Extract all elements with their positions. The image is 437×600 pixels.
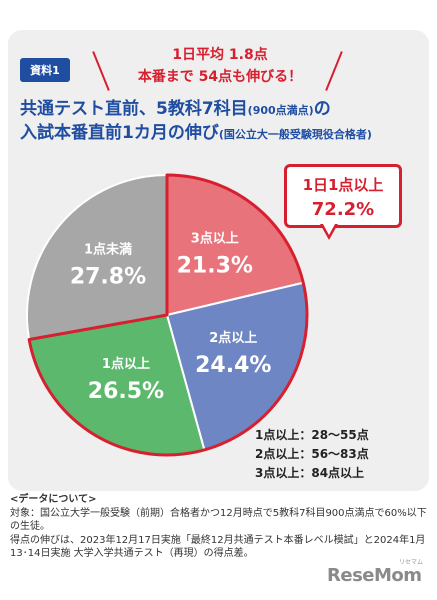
- notes-line: 対象：国公立大学一般受験（前期）合格者かつ12月時点で5教科7科目900点満点で…: [10, 507, 427, 533]
- legend-item: 3点以上：84点以上: [255, 466, 365, 480]
- title-line-1-end: の: [313, 99, 331, 119]
- pie-slice: [26, 173, 168, 341]
- score-ranges-legend: 1点以上：28〜55点 2点以上：56〜83点 3点以上：84点以上: [255, 426, 425, 483]
- slice-category-label: 1点以上: [102, 356, 150, 372]
- total-badge-value: 72.2%: [311, 199, 375, 220]
- total-badge: 1日1点以上 72.2%: [284, 164, 402, 228]
- notes-heading: <データについて>: [10, 494, 97, 505]
- slice-value-label: 21.3%: [177, 254, 253, 279]
- resemom-logo: ReseMom リセマム: [327, 559, 427, 593]
- logo-text: ReseMom: [327, 565, 422, 586]
- slice-value-label: 26.5%: [88, 379, 164, 404]
- legend-item: 1点以上：28〜55点: [255, 428, 369, 442]
- callout: 1日平均 1.8点 本番まで 54点も伸びる！: [110, 44, 330, 88]
- slice-category-label: 3点以上: [191, 231, 239, 247]
- title-line-2-main: 入試本番直前1カ月の伸び: [20, 123, 219, 143]
- callout-line-2: 本番まで 54点も伸びる！: [137, 69, 303, 85]
- highlight-outline: [27, 173, 309, 457]
- callout-line-1: 1日平均 1.8点: [172, 47, 268, 63]
- title-line-1-main: 共通テスト直前、5教科7科目: [20, 99, 248, 119]
- title-line-2-note: (国公立大一般受験現役合格者): [218, 128, 372, 141]
- slice-category-label: 1点未満: [84, 242, 132, 258]
- slice-value-label: 27.8%: [70, 265, 146, 290]
- title-line-1: 共通テスト直前、5教科7科目(900点満点)の: [20, 98, 420, 122]
- chart-title: 共通テスト直前、5教科7科目(900点満点)の 入試本番直前1カ月の伸び(国公立…: [20, 98, 420, 146]
- slice-category-label: 2点以上: [209, 330, 257, 346]
- total-badge-label: 1日1点以上: [302, 176, 384, 194]
- pie-slices: [26, 173, 309, 457]
- title-line-1-note: (900点満点): [247, 104, 314, 117]
- badge-pointer-inner: [323, 224, 335, 235]
- title-line-2: 入試本番直前1カ月の伸び(国公立大一般受験現役合格者): [20, 122, 420, 146]
- legend-item: 2点以上：56〜83点: [255, 447, 369, 461]
- slice-value-label: 24.4%: [195, 353, 271, 378]
- logo-subtext: リセマム: [398, 559, 423, 566]
- data-notes: <データについて> 対象：国公立大学一般受験（前期）合格者かつ12月時点で5教科…: [10, 493, 430, 561]
- pie-labels: 3点以上 21.3% 2点以上 24.4% 1点以上 26.5% 1点未満 27.8%: [70, 231, 272, 405]
- notes-line: 得点の伸びは、2023年12月17日実施「最終12月共通テスト本番レベル模試」と…: [10, 534, 426, 560]
- figure-tag: 資料1: [20, 58, 70, 82]
